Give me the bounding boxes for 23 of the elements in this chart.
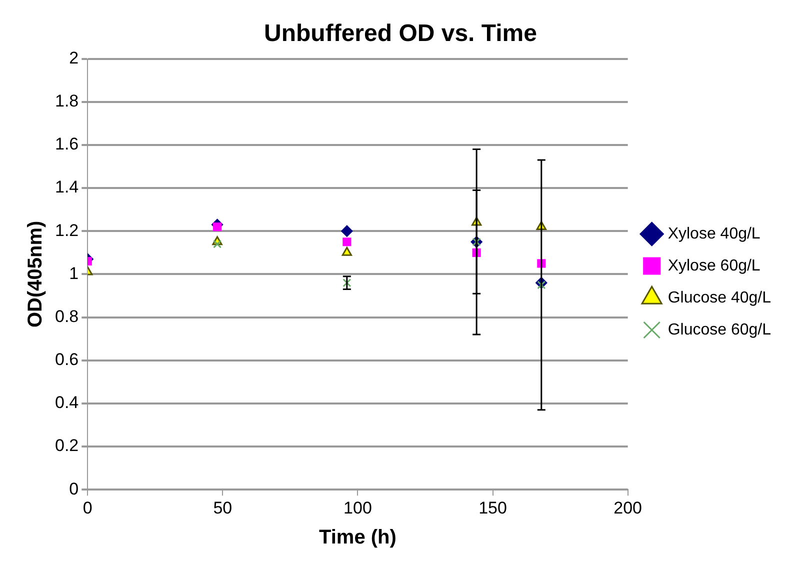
x-tick-label: 200 <box>614 498 642 518</box>
x-tick-label: 0 <box>82 498 92 518</box>
x-tick-label: 100 <box>344 498 372 518</box>
legend-label: Glucose 40g/L <box>668 289 772 306</box>
legend-label: Xylose 60g/L <box>668 257 760 274</box>
y-tick-label: 0.4 <box>54 393 79 412</box>
chart-title: Unbuffered OD vs. Time <box>264 20 537 48</box>
legend-label: Xylose 40g/L <box>668 225 760 242</box>
y-tick-label: 1.4 <box>54 178 79 197</box>
x-tick-label: 50 <box>213 498 232 518</box>
y-tick-label: 0.2 <box>54 436 79 456</box>
y-tick-label: 1 <box>69 264 79 283</box>
y-axis-title: OD(405nm) <box>24 220 47 328</box>
y-tick-label: 0.6 <box>54 350 79 370</box>
y-tick-label: 1.6 <box>54 134 79 154</box>
y-tick-label: 1.8 <box>54 92 79 111</box>
y-tick-label: 0.8 <box>54 306 79 326</box>
y-tick-label: 1.2 <box>54 220 79 240</box>
x-tick-label: 150 <box>478 498 507 518</box>
legend-label: Glucose 60g/L <box>668 321 772 338</box>
y-tick-label: 2 <box>69 48 79 68</box>
x-axis-title: Time (h) <box>319 526 396 549</box>
y-tick-label: 0 <box>69 479 79 498</box>
